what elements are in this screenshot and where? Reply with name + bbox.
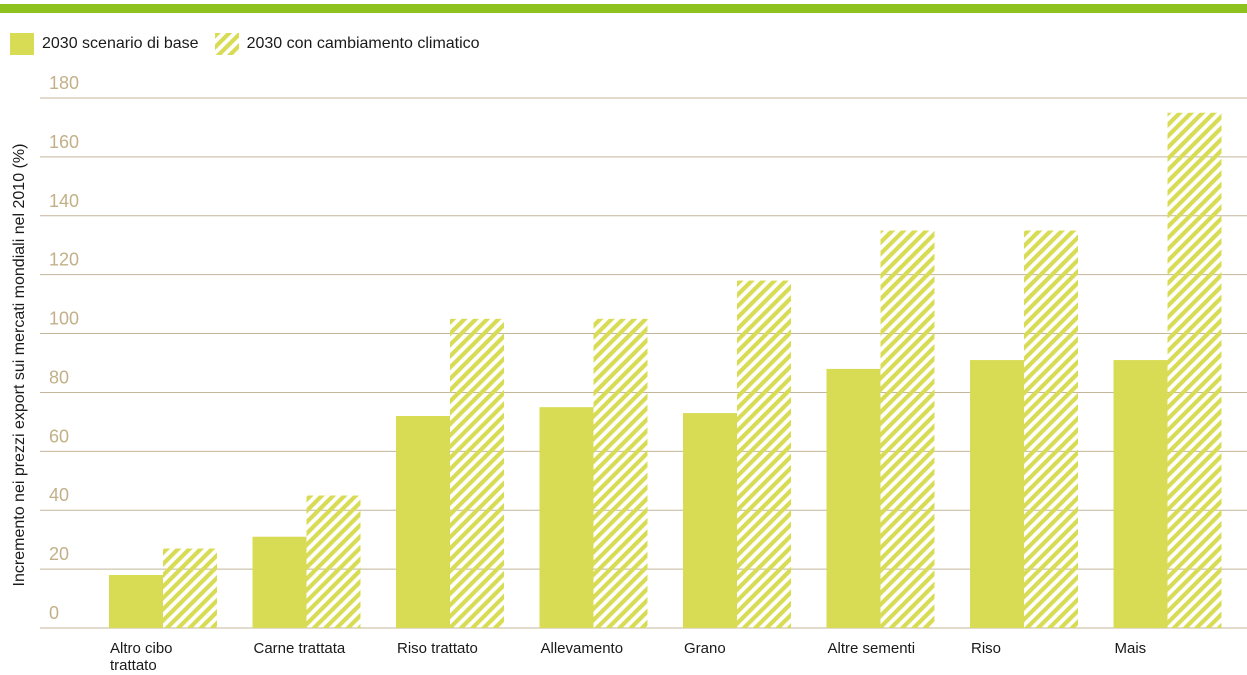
y-tick-label: 160 <box>49 132 79 152</box>
y-tick-label: 100 <box>49 309 79 329</box>
legend: 2030 scenario di base 2030 con cambiamen… <box>10 33 496 55</box>
legend-label-climate: 2030 con cambiamento climatico <box>246 35 480 52</box>
y-tick-label: 0 <box>49 603 59 623</box>
x-tick-label: Riso trattato <box>397 640 478 657</box>
bar-climate <box>163 548 217 628</box>
legend-label-base: 2030 scenario di base <box>42 35 199 52</box>
x-tick-label: Altre sementi <box>828 640 916 657</box>
bar-base <box>252 536 307 628</box>
x-tick-label: Mais <box>1115 640 1147 657</box>
bar-climate <box>306 495 361 628</box>
x-tick-label: Allevamento <box>541 640 624 657</box>
bar-base <box>109 575 163 628</box>
bar-climate <box>593 318 648 628</box>
hatch-swatch-graphic <box>214 33 239 55</box>
y-tick-label: 120 <box>49 250 79 270</box>
y-axis-label: Incremento nei prezzi export sui mercati… <box>11 144 28 587</box>
x-tick-label: Altro cibo trattato <box>110 640 173 674</box>
bar-climate <box>450 318 504 628</box>
bar-base <box>970 360 1024 628</box>
x-tick-label: Riso <box>971 640 1001 657</box>
bar-base <box>683 413 737 628</box>
x-tick-label: Grano <box>684 640 726 657</box>
legend-item-base: 2030 scenario di base <box>10 33 199 55</box>
bar-base <box>396 416 450 628</box>
bar-climate <box>1024 230 1078 628</box>
y-tick-label: 140 <box>49 191 79 211</box>
bar-climate <box>1167 112 1222 628</box>
legend-item-climate: 2030 con cambiamento climatico <box>214 33 480 55</box>
bar-base <box>539 407 594 628</box>
y-tick-label: 20 <box>49 544 69 564</box>
y-tick-label: 60 <box>49 426 69 446</box>
top-accent-rule <box>0 4 1247 13</box>
bar-climate <box>737 280 791 628</box>
bar-base <box>826 368 881 628</box>
x-tick-label: Carne trattata <box>254 640 346 657</box>
y-tick-label: 80 <box>49 367 69 387</box>
y-tick-label: 180 <box>49 73 79 93</box>
legend-swatch-hatched <box>214 33 239 55</box>
y-tick-label: 40 <box>49 485 69 505</box>
legend-swatch-solid <box>10 33 34 55</box>
bar-base <box>1113 360 1168 628</box>
bar-climate <box>880 230 935 628</box>
